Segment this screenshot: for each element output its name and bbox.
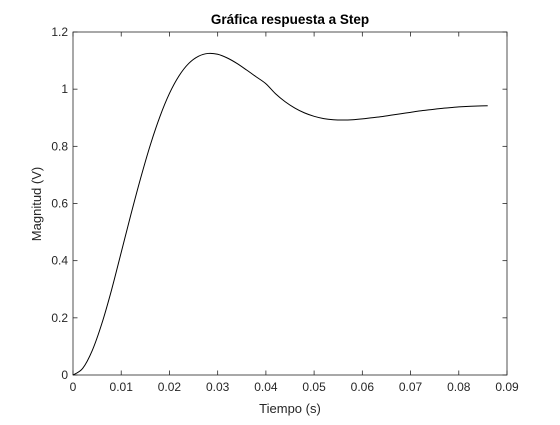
y-tick-label: 1.2 (51, 25, 68, 39)
x-tick-label: 0 (70, 380, 77, 394)
y-tick-label: 0.4 (51, 254, 68, 268)
y-tick-label: 0.6 (51, 197, 68, 211)
plot-area (72, 31, 508, 376)
x-tick-label: 0.03 (206, 380, 230, 394)
x-tick-label: 0.07 (399, 380, 423, 394)
chart-title: Gráfica respuesta a Step (211, 12, 369, 27)
x-tick-label: 0.06 (351, 380, 375, 394)
y-tick-label: 0 (61, 368, 68, 382)
step-response-line (72, 52, 488, 376)
y-tick-label: 0.2 (51, 311, 68, 325)
y-tick-label: 1 (61, 82, 68, 96)
x-tick-label: 0.01 (110, 380, 134, 394)
x-tick-label: 0.05 (302, 380, 326, 394)
x-tick-label: 0.09 (495, 380, 519, 394)
x-tick-label: 0.04 (254, 380, 278, 394)
y-tick-label: 0.8 (51, 139, 68, 153)
x-tick-label: 0.02 (158, 380, 182, 394)
x-tick-label: 0.08 (447, 380, 471, 394)
x-axis-label: Tiempo (s) (259, 401, 321, 416)
y-axis-label: Magnitud (V) (29, 167, 44, 241)
